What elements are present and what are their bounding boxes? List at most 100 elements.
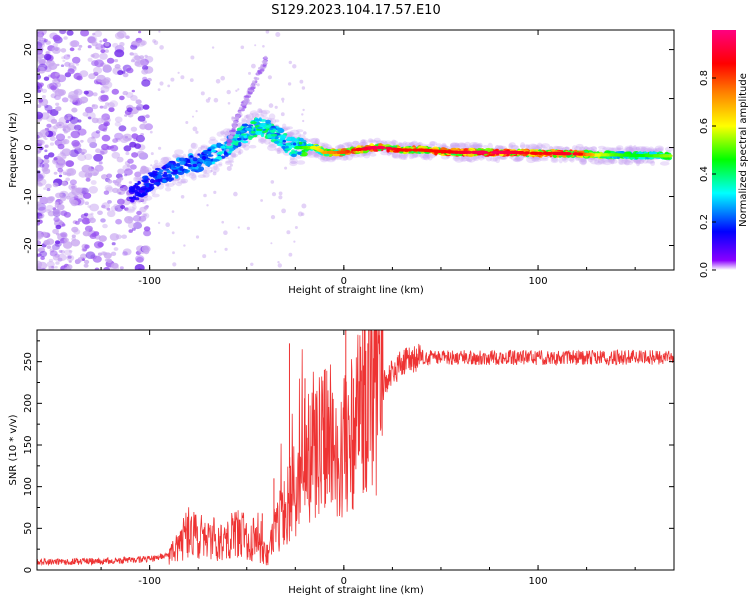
ridge-cell (284, 148, 291, 151)
noise-blob (183, 244, 186, 247)
noise-blob (87, 136, 97, 145)
noise-blob (140, 57, 145, 61)
ridge-halo (163, 156, 172, 162)
noise-blob (69, 40, 78, 47)
noise-blob (65, 120, 70, 124)
ridge-peak (492, 150, 499, 154)
ridge-cell (292, 138, 299, 142)
ridge-halo (177, 180, 187, 184)
ridge-halo (622, 158, 629, 162)
ridge-cell (292, 142, 297, 146)
ridge-halo (489, 157, 498, 162)
ridge-cell (167, 177, 173, 182)
ridge-peak (622, 153, 629, 157)
ridge-halo (321, 142, 329, 149)
noise-blob (112, 42, 119, 48)
noise-blob (282, 100, 284, 103)
noise-blob (119, 135, 129, 143)
ridge-halo (623, 160, 634, 166)
noise-blob (288, 60, 292, 65)
branch-cell (243, 95, 250, 99)
noise-blob (224, 247, 228, 251)
ridge-halo (204, 166, 212, 170)
ridge-halo (216, 163, 223, 167)
ridge-halo (222, 128, 232, 136)
noise-blob (38, 82, 44, 87)
noise-blob (131, 40, 138, 46)
ridge-cell (235, 130, 242, 135)
noise-blob (136, 150, 145, 158)
noise-blob (99, 105, 104, 109)
ridge-halo (475, 144, 483, 149)
ridge-halo (508, 143, 514, 150)
noise-blob (119, 42, 125, 47)
noise-blob (141, 245, 151, 253)
ridge-halo (457, 142, 467, 149)
noise-blob (287, 82, 292, 86)
ridge-halo (171, 177, 181, 181)
ridge-halo (367, 138, 374, 144)
noise-blob (48, 152, 55, 158)
noise-blob (107, 179, 113, 184)
noise-blob (59, 30, 67, 35)
ridge-cell (170, 171, 178, 175)
ridge-halo (429, 141, 438, 146)
noise-blob (126, 67, 134, 74)
branch-cell (257, 71, 262, 75)
ridge-halo (241, 117, 247, 123)
noise-blob (103, 190, 110, 195)
noise-blob (177, 71, 180, 74)
ridge-halo (392, 154, 402, 158)
ridge-halo (245, 113, 251, 120)
noise-blob (84, 244, 90, 249)
noise-blob (58, 174, 63, 178)
noise-blob (127, 217, 133, 221)
noise-blob (111, 262, 119, 269)
ridge-halo (296, 129, 304, 133)
ridge-cell (129, 199, 135, 203)
ridge-halo (398, 142, 407, 146)
noise-blob (97, 242, 104, 248)
noise-blob (93, 66, 103, 75)
ridge-cell (192, 157, 198, 162)
noise-blob (195, 110, 198, 113)
noise-blob (49, 32, 58, 40)
noise-blob (37, 201, 42, 207)
noise-blob (51, 46, 61, 54)
ridge-halo (528, 143, 538, 150)
ridge-halo (611, 147, 621, 153)
noise-blob (127, 222, 136, 229)
y-tick-label: 0 (23, 567, 34, 573)
noise-blob (55, 224, 62, 230)
ridge-cell (135, 186, 141, 191)
noise-blob (64, 249, 72, 256)
ridge-halo (453, 156, 461, 160)
noise-blob (90, 212, 94, 216)
ridge-halo (180, 178, 186, 184)
ridge-peak (562, 152, 568, 156)
noise-blob (37, 159, 41, 163)
ridge-halo (361, 139, 366, 144)
noise-blob (149, 130, 153, 134)
noise-blob (124, 216, 134, 224)
noise-blob (91, 41, 98, 47)
ridge-halo (654, 145, 665, 152)
ridge-halo (391, 153, 401, 159)
noise-blob (37, 74, 42, 80)
noise-blob (97, 210, 103, 216)
ridge-halo (165, 186, 172, 192)
ridge-cell (190, 169, 198, 172)
ridge-peak (547, 151, 554, 155)
noise-blob (275, 32, 281, 37)
noise-blob (55, 261, 60, 265)
ridge-halo (531, 158, 542, 163)
x-tick-label: 0 (341, 276, 347, 287)
noise-blob (98, 161, 103, 165)
ridge-halo (350, 153, 361, 158)
y-tick-label: 50 (23, 522, 34, 535)
noise-blob (294, 226, 298, 229)
noise-blob (125, 151, 130, 156)
noise-blob (106, 173, 113, 179)
ridge-peak (459, 150, 466, 154)
ridge-halo (375, 140, 385, 145)
